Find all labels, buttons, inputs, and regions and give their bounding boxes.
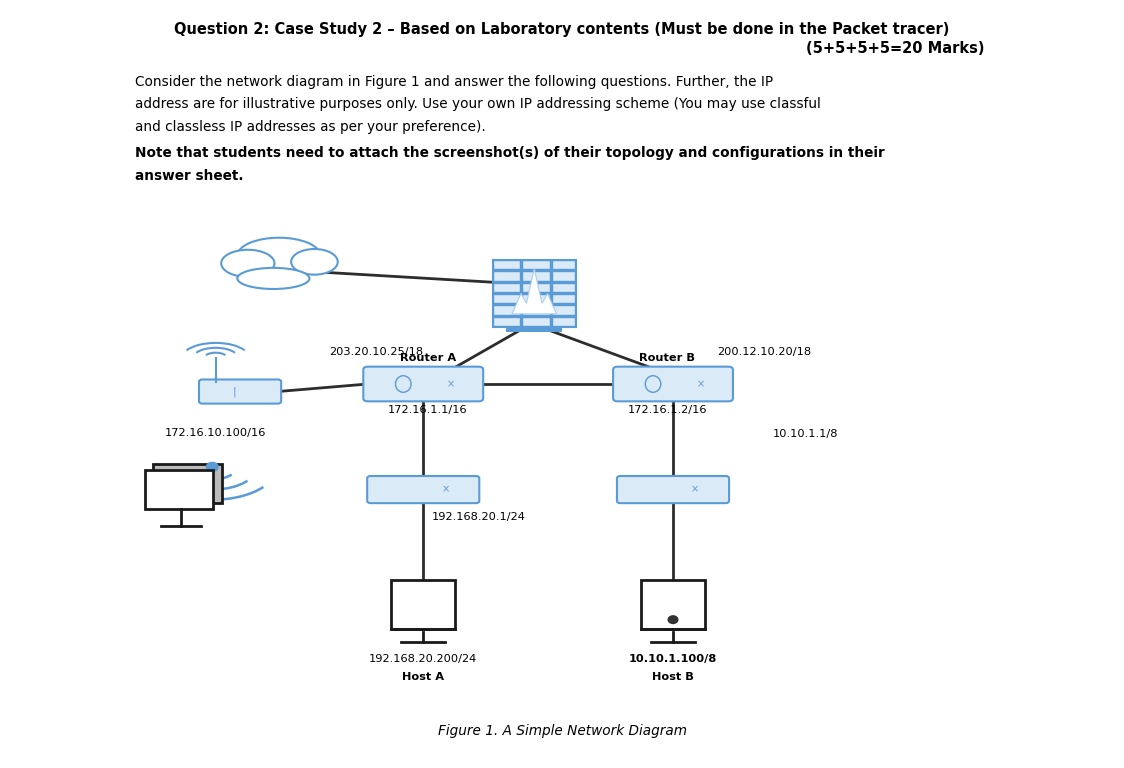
Text: and classless IP addresses as per your preference).: and classless IP addresses as per your p…	[135, 120, 486, 134]
Text: 203.20.10.25/18: 203.20.10.25/18	[329, 347, 423, 357]
Bar	[493, 306, 520, 315]
Bar	[391, 580, 455, 629]
Text: Figure 1. A Simple Network Diagram: Figure 1. A Simple Network Diagram	[437, 724, 687, 739]
Text: 172.16.1.2/16: 172.16.1.2/16	[627, 405, 707, 415]
Text: (5+5+5+5=20 Marks): (5+5+5+5=20 Marks)	[806, 41, 985, 56]
Text: 10.10.1.100/8: 10.10.1.100/8	[629, 654, 717, 664]
Bar	[507, 326, 562, 332]
FancyBboxPatch shape	[617, 476, 729, 503]
Bar	[553, 283, 574, 292]
Text: answer sheet.: answer sheet.	[135, 169, 243, 183]
Bar	[493, 283, 520, 292]
Text: 192.168.20.1/24: 192.168.20.1/24	[432, 512, 526, 522]
Bar	[524, 306, 550, 315]
Bar	[493, 295, 520, 303]
Text: Consider the network diagram in Figure 1 and answer the following questions. Fur: Consider the network diagram in Figure 1…	[135, 74, 772, 89]
Text: ×: ×	[697, 379, 705, 389]
Bar	[641, 580, 705, 629]
Bar	[553, 295, 574, 303]
Text: 192.168.20.200/24: 192.168.20.200/24	[369, 654, 478, 664]
Text: Router B: Router B	[640, 353, 696, 363]
Bar	[524, 273, 550, 280]
Bar	[524, 261, 550, 270]
Text: ×: ×	[447, 379, 455, 389]
Ellipse shape	[237, 268, 309, 289]
Bar	[493, 273, 520, 280]
Text: |: |	[233, 386, 236, 397]
Text: 172.16.10.100/16: 172.16.10.100/16	[164, 428, 266, 438]
Text: ×: ×	[442, 485, 450, 495]
Bar	[524, 283, 550, 292]
Ellipse shape	[645, 376, 661, 392]
Bar	[553, 273, 574, 280]
Ellipse shape	[291, 249, 337, 275]
Bar	[553, 306, 574, 315]
Bar	[145, 470, 214, 509]
Bar	[493, 261, 520, 270]
Text: Router A: Router A	[400, 353, 455, 363]
Text: ×: ×	[691, 485, 699, 495]
Ellipse shape	[237, 238, 320, 274]
Text: Note that students need to attach the screenshot(s) of their topology and config: Note that students need to attach the sc…	[135, 147, 885, 161]
Polygon shape	[513, 269, 556, 314]
Text: 200.12.10.20/18: 200.12.10.20/18	[717, 347, 812, 357]
Bar	[524, 318, 550, 326]
Bar	[154, 464, 223, 503]
FancyBboxPatch shape	[613, 366, 733, 402]
Text: Host A: Host A	[402, 672, 444, 682]
Ellipse shape	[396, 376, 411, 392]
Ellipse shape	[221, 250, 274, 277]
Text: Question 2: Case Study 2 – Based on Laboratory contents (Must be done in the Pac: Question 2: Case Study 2 – Based on Labo…	[174, 22, 950, 37]
Ellipse shape	[206, 462, 219, 472]
FancyBboxPatch shape	[199, 379, 281, 404]
Text: address are for illustrative purposes only. Use your own IP addressing scheme (Y: address are for illustrative purposes on…	[135, 98, 821, 111]
Bar	[492, 260, 575, 327]
FancyBboxPatch shape	[363, 366, 483, 402]
Bar	[553, 318, 574, 326]
FancyBboxPatch shape	[368, 476, 479, 503]
Bar	[524, 295, 550, 303]
Bar	[553, 261, 574, 270]
Ellipse shape	[668, 615, 679, 624]
Text: 10.10.1.1/8: 10.10.1.1/8	[773, 429, 839, 439]
Bar	[493, 318, 520, 326]
Text: Host B: Host B	[652, 672, 694, 682]
Text: 172.16.1.1/16: 172.16.1.1/16	[388, 405, 468, 415]
